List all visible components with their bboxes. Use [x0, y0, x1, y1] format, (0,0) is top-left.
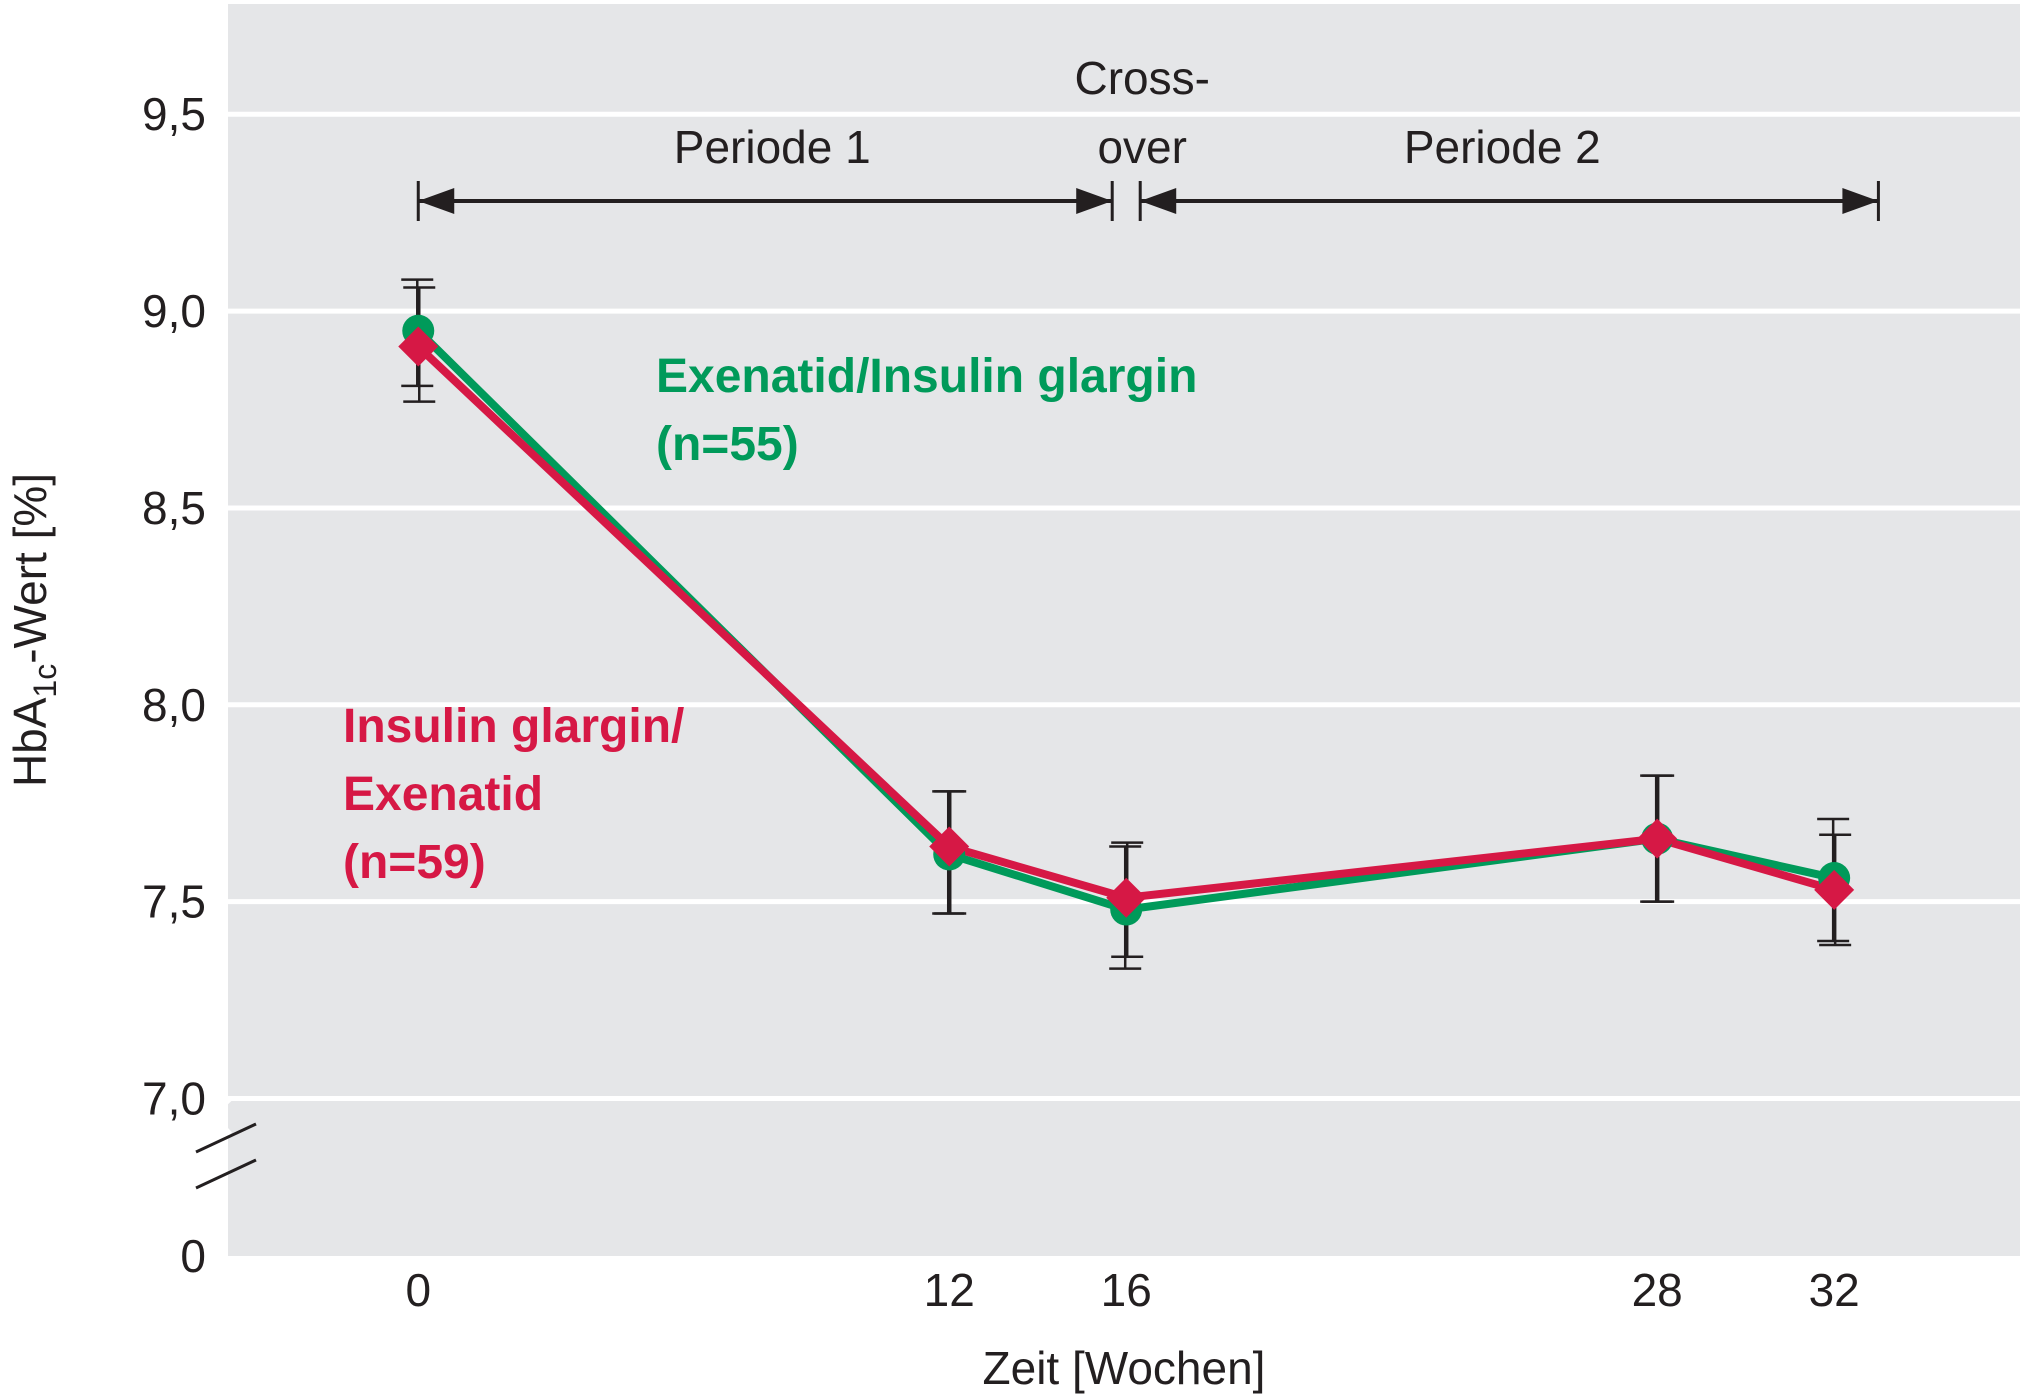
- period-arrowhead: [1140, 188, 1177, 214]
- marker-diamond: [929, 826, 970, 867]
- period-arrowhead: [418, 188, 455, 214]
- crossover-label: over: [1097, 121, 1186, 173]
- y-axis-break: [191, 1091, 257, 1190]
- series-label-line: Exenatid/Insulin glargin: [656, 350, 1197, 403]
- axis-break-gap: [191, 1091, 233, 1131]
- period-arrowhead: [1076, 188, 1113, 214]
- period-arrowhead: [1842, 188, 1879, 214]
- y-tick-label: 8,5: [142, 482, 206, 534]
- x-tick-label: 28: [1632, 1264, 1683, 1316]
- x-tick-label: 12: [924, 1264, 975, 1316]
- period-label: Periode 1: [674, 121, 871, 173]
- x-tick-labels: 0 12 16 28 32: [405, 1264, 1859, 1316]
- period-annotations: Periode 1 Periode 2 Cross-over: [416, 52, 1880, 221]
- y-axis-title: HbA1c-Wert [%]: [4, 473, 63, 787]
- marker-diamond: [1637, 818, 1678, 859]
- y-tick-label: 0: [180, 1230, 206, 1282]
- axis-break-line: [195, 1122, 257, 1154]
- marker-diamond: [1106, 877, 1147, 918]
- series-label-line: (n=55): [656, 418, 799, 471]
- y-tick-label: 9,5: [142, 88, 206, 140]
- series-labels: Exenatid/Insulin glargin (n=55) Insulin gl…: [343, 350, 1197, 889]
- y-tick-label: 9,0: [142, 285, 206, 337]
- x-tick-label: 0: [405, 1264, 431, 1316]
- period-label: Periode 2: [1404, 121, 1601, 173]
- crossover-label: Cross-: [1074, 52, 1209, 104]
- x-tick-label: 16: [1101, 1264, 1152, 1316]
- x-axis-title: Zeit [Wochen]: [983, 1342, 1266, 1394]
- y-tick-label: 8,0: [142, 679, 206, 731]
- y-tick-labels: 0 7,0 7,5 8,0 8,5 9,0 9,5: [142, 88, 206, 1282]
- series-markers: [398, 314, 1855, 926]
- x-tick-label: 32: [1809, 1264, 1860, 1316]
- series-label-line: Insulin glargin/: [343, 700, 684, 753]
- y-tick-label: 7,5: [142, 876, 206, 928]
- y-tick-label: 7,0: [142, 1073, 206, 1125]
- marker-diamond: [398, 326, 439, 367]
- series-label-line: Exenatid: [343, 768, 543, 821]
- marker-diamond: [1814, 869, 1855, 910]
- y-axis-title-suffix: -Wert [%]: [4, 473, 56, 664]
- y-axis-title-subscript: 1c: [27, 664, 63, 698]
- series-label-line: (n=59): [343, 836, 486, 889]
- gridlines: [228, 111, 2020, 1102]
- y-axis-title-prefix: HbA: [4, 697, 56, 787]
- axis-break-line: [195, 1158, 257, 1190]
- plot-background: [228, 4, 2020, 1256]
